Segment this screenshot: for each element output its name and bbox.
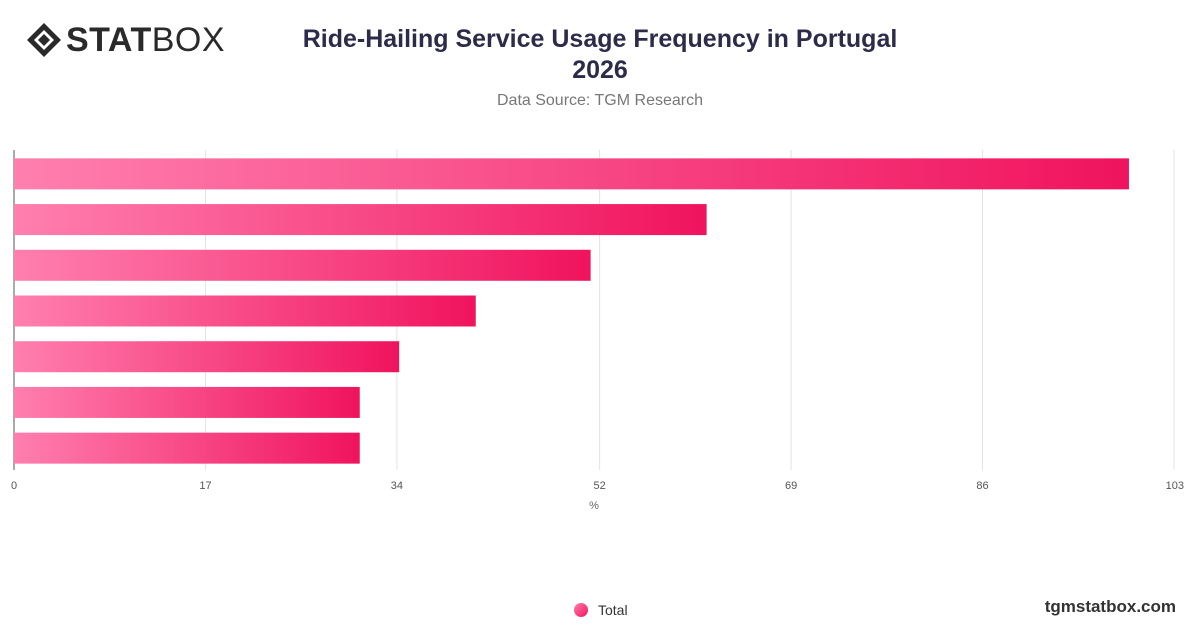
bar-1[interactable] <box>14 158 1129 190</box>
chart-title-line1: Ride-Hailing Service Usage Frequency in … <box>302 25 898 53</box>
chart-subtitle: Data Source: TGM Research <box>496 92 703 109</box>
brand-footer: tgmstatbox.com <box>1044 597 1176 616</box>
x-axis-label: % <box>589 500 599 512</box>
x-tick-label: 17 <box>199 480 211 492</box>
bar-7[interactable] <box>14 432 360 464</box>
bar-4[interactable] <box>14 295 476 327</box>
bar-6[interactable] <box>14 386 360 418</box>
legend[interactable]: Total <box>574 602 628 618</box>
logo-text: STATBOX <box>66 22 225 58</box>
x-tick-label: 0 <box>11 480 17 492</box>
diamond-logo-icon <box>27 23 61 57</box>
legend-marker-total <box>574 603 588 617</box>
x-tick-label: 34 <box>391 480 403 492</box>
x-tick-label: 86 <box>976 480 988 492</box>
chart-title-line2: 2026 <box>572 56 628 84</box>
x-axis-ticks: 0 17 34 52 69 86 103 <box>11 480 1184 492</box>
x-tick-label: 52 <box>594 480 606 492</box>
logo-text-bold: STAT <box>66 21 152 59</box>
legend-label-total: Total <box>598 602 628 618</box>
statbox-logo: STATBOX <box>26 22 225 58</box>
bars <box>14 158 1129 464</box>
bar-3[interactable] <box>14 249 591 281</box>
x-tick-label: 103 <box>1166 480 1184 492</box>
x-tick-label: 69 <box>785 480 797 492</box>
bar-2[interactable] <box>14 204 707 236</box>
bar-5[interactable] <box>14 341 400 373</box>
chart-title: Ride-Hailing Service Usage Frequency in … <box>250 24 950 86</box>
logo-text-light: BOX <box>151 21 226 59</box>
